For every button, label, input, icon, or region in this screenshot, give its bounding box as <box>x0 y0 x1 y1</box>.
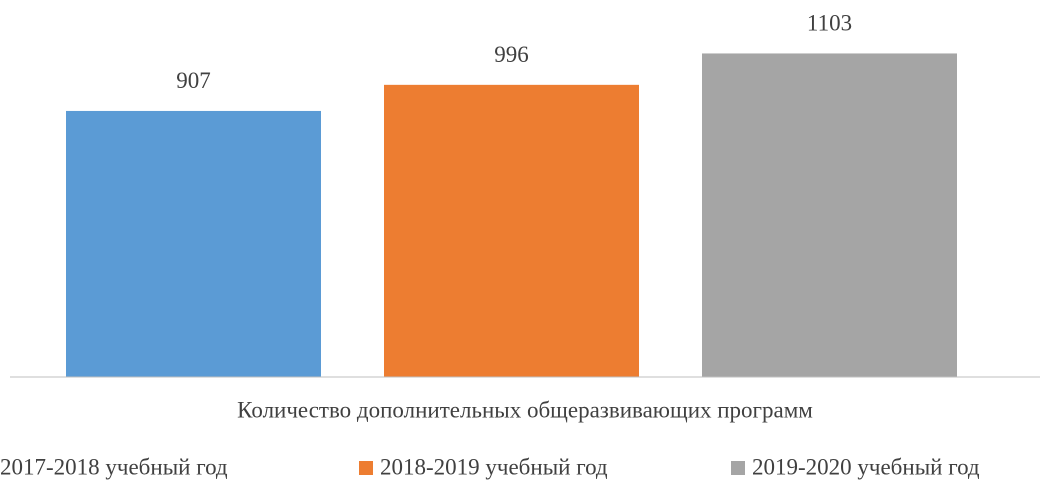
legend-label: 2017-2018 учебный год <box>0 454 228 479</box>
data-label: 907 <box>176 68 211 93</box>
data-label: 1103 <box>807 11 852 36</box>
legend-label: 2018-2019 учебный год <box>380 454 608 479</box>
legend-label: 2019-2020 учебный год <box>752 454 980 479</box>
bar <box>702 53 957 377</box>
bar <box>384 84 639 377</box>
data-label: 996 <box>494 42 529 67</box>
bar <box>66 110 321 378</box>
legend-swatch <box>731 461 745 475</box>
legend-swatch <box>359 461 373 475</box>
x-tick-label: Количество дополнительных общеразвивающи… <box>237 397 813 422</box>
